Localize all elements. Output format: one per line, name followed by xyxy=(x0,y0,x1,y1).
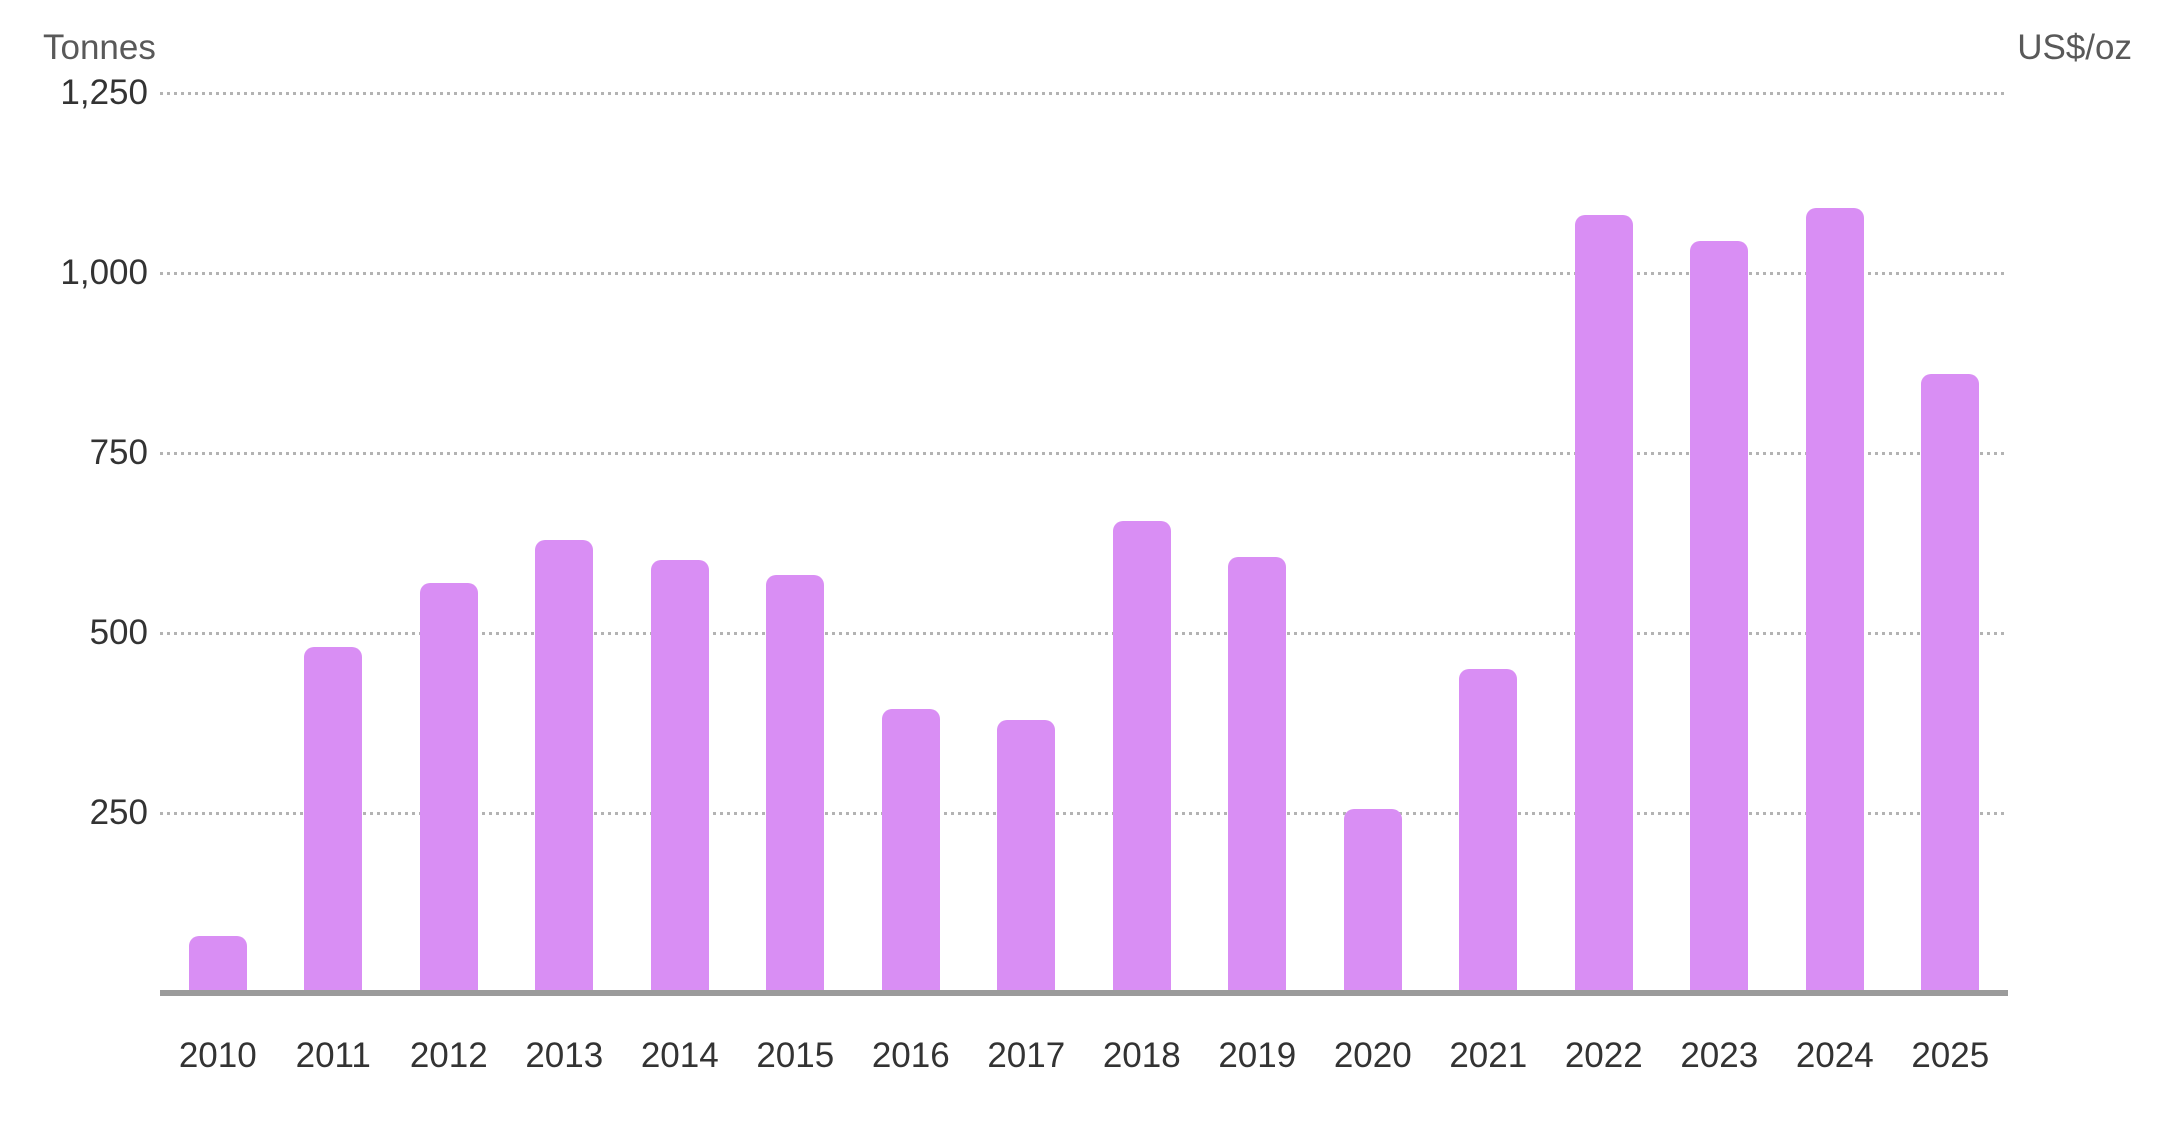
bar-2012[interactable] xyxy=(419,583,478,993)
bar-2010[interactable] xyxy=(188,936,247,993)
x-label-2022: 2022 xyxy=(1564,1036,1643,1075)
x-label-2015: 2015 xyxy=(756,1036,835,1075)
x-label-2019: 2019 xyxy=(1218,1036,1297,1075)
bar-slot-2011 xyxy=(276,93,392,993)
x-label-2016: 2016 xyxy=(871,1036,950,1075)
y-tick-750: 750 xyxy=(89,433,148,472)
bar-slot-2023 xyxy=(1662,93,1778,993)
gridline-250 xyxy=(160,812,2008,815)
bar-slot-2016 xyxy=(853,93,969,993)
bar-2019[interactable] xyxy=(1228,557,1287,993)
bar-2011[interactable] xyxy=(304,647,363,993)
bar-2018[interactable] xyxy=(1112,521,1171,993)
gridline-1000 xyxy=(160,272,2008,275)
bar-slot-2010 xyxy=(160,93,276,993)
bar-2020[interactable] xyxy=(1343,809,1402,993)
x-axis-labels: 2010 2011 2012 2013 2014 2015 2016 2017 2018 2019… xyxy=(160,1034,2008,1078)
left-axis-title: Tonnes xyxy=(43,28,156,67)
bar-slot-2022 xyxy=(1546,93,1662,993)
x-label-2014: 2014 xyxy=(640,1036,719,1075)
gridline-500 xyxy=(160,632,2008,635)
x-label-2010: 2010 xyxy=(178,1036,257,1075)
bar-2017[interactable] xyxy=(997,720,1056,993)
bar-2025[interactable] xyxy=(1921,374,1980,993)
bar-2023[interactable] xyxy=(1690,241,1749,993)
x-label-2020: 2020 xyxy=(1333,1036,1412,1075)
x-label-2025: 2025 xyxy=(1911,1036,1990,1075)
gridline-750 xyxy=(160,452,2008,455)
bar-slot-2019 xyxy=(1200,93,1316,993)
bar-2016[interactable] xyxy=(881,709,940,993)
bar-slot-2021 xyxy=(1431,93,1547,993)
x-label-2021: 2021 xyxy=(1449,1036,1528,1075)
bar-slot-2014 xyxy=(622,93,738,993)
bar-slot-2025 xyxy=(1893,93,2009,993)
bar-slot-2013 xyxy=(507,93,623,993)
bar-2014[interactable] xyxy=(650,560,709,993)
gridline-1250 xyxy=(160,92,2008,95)
bar-series xyxy=(160,93,2008,993)
bar-2024[interactable] xyxy=(1805,208,1864,993)
bar-slot-2024 xyxy=(1777,93,1893,993)
y-axis-tick-labels: 250 500 750 1,000 1,250 xyxy=(0,0,148,1142)
bar-slot-2020 xyxy=(1315,93,1431,993)
y-tick-1000: 1,000 xyxy=(60,253,148,292)
right-axis-title: US$/oz xyxy=(2017,28,2132,67)
x-label-2023: 2023 xyxy=(1680,1036,1759,1075)
y-tick-1250: 1,250 xyxy=(60,73,148,112)
y-tick-500: 500 xyxy=(89,613,148,652)
x-label-2024: 2024 xyxy=(1795,1036,1874,1075)
x-label-2017: 2017 xyxy=(987,1036,1066,1075)
x-label-2011: 2011 xyxy=(295,1036,371,1075)
bar-2021[interactable] xyxy=(1459,669,1518,993)
bar-slot-2017 xyxy=(969,93,1085,993)
bar-slot-2018 xyxy=(1084,93,1200,993)
bar-slot-2012 xyxy=(391,93,507,993)
x-label-2012: 2012 xyxy=(409,1036,488,1075)
x-label-2018: 2018 xyxy=(1102,1036,1181,1075)
bar-2015[interactable] xyxy=(766,575,825,993)
x-label-2013: 2013 xyxy=(525,1036,604,1075)
bar-2022[interactable] xyxy=(1574,215,1633,993)
x-axis-line xyxy=(160,990,2008,996)
bar-2013[interactable] xyxy=(535,540,594,993)
bar-slot-2015 xyxy=(738,93,854,993)
plot-area xyxy=(160,92,2008,996)
y-tick-250: 250 xyxy=(89,793,148,832)
